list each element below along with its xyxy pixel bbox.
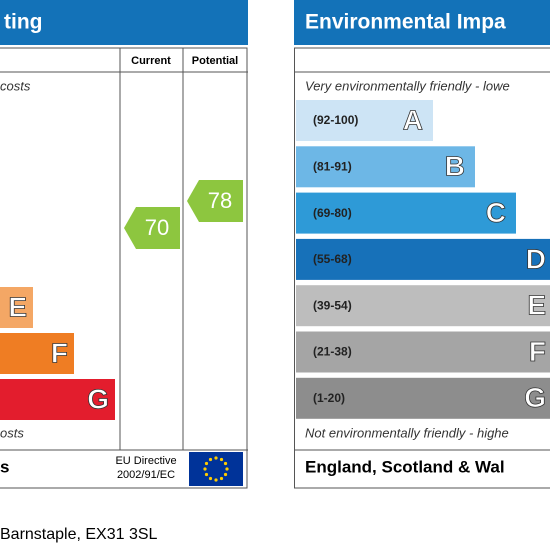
band-letter: A <box>403 104 423 135</box>
star <box>214 478 217 481</box>
band-letter: F <box>529 336 546 367</box>
star <box>209 477 212 480</box>
directive: EU Directive <box>115 455 176 467</box>
note: Not environmentally friendly - highe <box>305 425 509 440</box>
left-frame <box>0 48 247 488</box>
column-label: Current <box>131 55 171 67</box>
star <box>209 458 212 461</box>
note: Very environmentally friendly - lowe <box>305 78 510 93</box>
star <box>220 458 223 461</box>
current-rating: 70 <box>145 215 169 240</box>
band-range: (81-91) <box>313 159 352 173</box>
band-range: (69-80) <box>313 206 352 220</box>
note: costs <box>0 78 31 93</box>
band-letter: G <box>524 382 546 413</box>
footer: England, Scotland & Wal <box>305 457 505 476</box>
star <box>220 477 223 480</box>
star <box>225 467 228 470</box>
band-range: (92-100) <box>313 113 358 127</box>
band-letter: D <box>526 243 546 274</box>
band-range: (55-68) <box>313 252 352 266</box>
star <box>203 467 206 470</box>
footer: s <box>0 457 9 476</box>
star <box>224 462 227 465</box>
band-letter: E <box>8 291 27 322</box>
band-range: (1-20) <box>313 391 345 405</box>
band-letter: F <box>51 337 68 368</box>
band-letter: B <box>445 151 465 182</box>
band-letter: E <box>527 290 546 321</box>
star <box>214 456 217 459</box>
left-title: ting <box>4 11 42 34</box>
star <box>205 462 208 465</box>
note: osts <box>0 425 24 440</box>
band-range: (21-38) <box>313 345 352 359</box>
band-range: (39-54) <box>313 298 352 312</box>
right-title: Environmental Impa <box>305 11 506 34</box>
directive: 2002/91/EC <box>117 469 175 481</box>
potential-rating: 78 <box>208 188 232 213</box>
band-letter: G <box>87 383 109 414</box>
star <box>224 473 227 476</box>
column-label: Potential <box>192 55 238 67</box>
star <box>205 473 208 476</box>
band-letter: C <box>486 197 506 228</box>
address: Barnstaple, EX31 3SL <box>0 526 158 543</box>
